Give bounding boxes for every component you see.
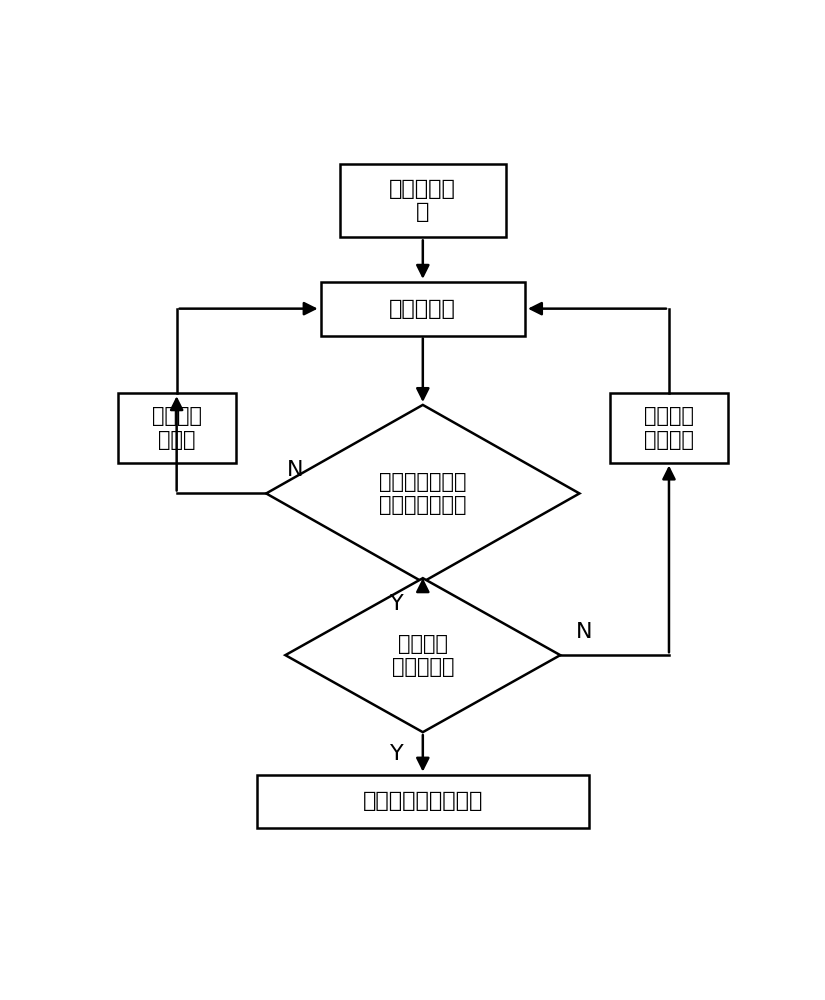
Text: 调整攻角
控制量: 调整攻角 控制量 — [152, 406, 201, 450]
Text: Y: Y — [390, 594, 404, 614]
Polygon shape — [266, 405, 579, 582]
Bar — [257, 774, 589, 828]
Polygon shape — [285, 578, 560, 732]
Bar — [117, 393, 236, 463]
Text: 能量管理任
务: 能量管理任 务 — [389, 179, 456, 222]
Text: Y: Y — [390, 744, 404, 764]
Bar — [610, 393, 728, 463]
Text: 调整侧滑
角控制量: 调整侧滑 角控制量 — [644, 406, 694, 450]
Text: 满足终端高度、
速度倾角约束？: 满足终端高度、 速度倾角约束？ — [379, 472, 467, 515]
Text: 输出状态量及控制量: 输出状态量及控制量 — [363, 791, 483, 811]
Text: 动力学方程: 动力学方程 — [389, 299, 456, 319]
Text: N: N — [577, 622, 593, 642]
Text: N: N — [287, 460, 304, 480]
Text: 满足终端
速度约束？: 满足终端 速度约束？ — [392, 634, 454, 677]
Bar — [340, 164, 506, 237]
Bar — [320, 282, 525, 336]
